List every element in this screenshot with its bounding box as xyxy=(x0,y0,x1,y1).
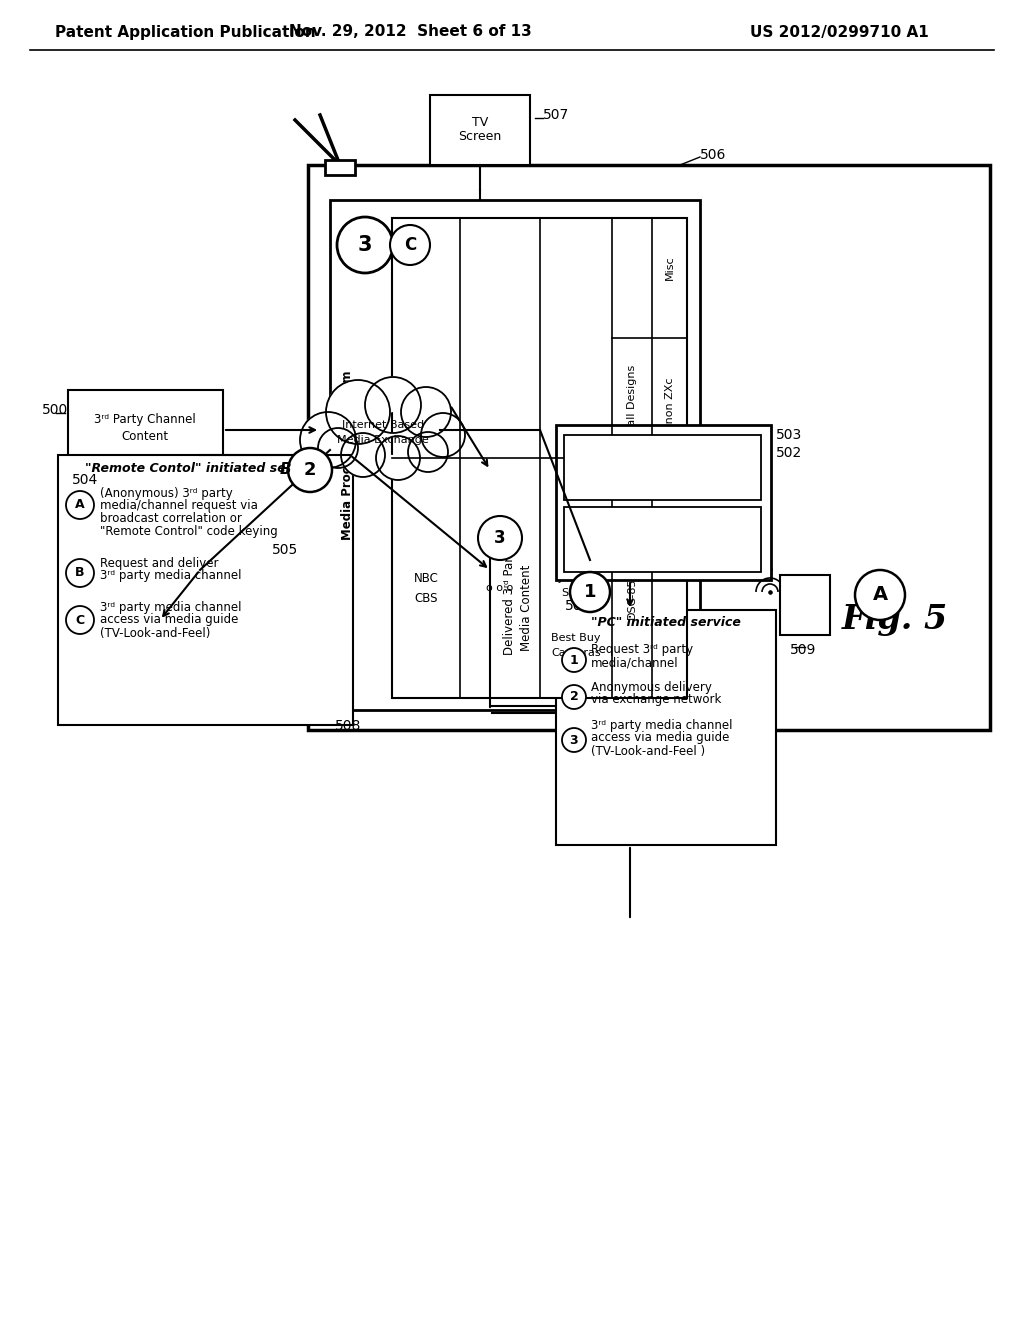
Text: 501: 501 xyxy=(565,599,592,612)
Text: (TV-Look-and-Feel ): (TV-Look-and-Feel ) xyxy=(591,744,706,758)
Text: 500: 500 xyxy=(42,403,69,417)
Text: Media Guide: Media Guide xyxy=(629,457,698,467)
Circle shape xyxy=(478,516,522,560)
Text: Remote: Remote xyxy=(729,564,775,577)
Text: A: A xyxy=(75,499,85,511)
Polygon shape xyxy=(300,378,465,480)
Text: Media Content: Media Content xyxy=(519,565,532,651)
Circle shape xyxy=(337,216,393,273)
Text: 3ʳᵈ party media channel: 3ʳᵈ party media channel xyxy=(591,718,732,731)
FancyBboxPatch shape xyxy=(556,425,771,579)
FancyBboxPatch shape xyxy=(564,507,761,572)
FancyBboxPatch shape xyxy=(564,436,761,500)
Circle shape xyxy=(855,570,905,620)
Text: Canon ZXc: Canon ZXc xyxy=(665,378,675,438)
FancyBboxPatch shape xyxy=(780,576,830,635)
Text: 507: 507 xyxy=(543,108,569,121)
FancyBboxPatch shape xyxy=(68,389,223,470)
Text: J Crew: J Crew xyxy=(558,573,594,583)
Text: Sales: Sales xyxy=(561,587,591,598)
Text: 502: 502 xyxy=(776,446,802,459)
FancyBboxPatch shape xyxy=(58,455,353,725)
FancyBboxPatch shape xyxy=(392,218,687,698)
Text: 1: 1 xyxy=(569,653,579,667)
Text: 3: 3 xyxy=(357,235,373,255)
Text: CBS: CBS xyxy=(415,591,437,605)
Text: Patent Application Publication: Patent Application Publication xyxy=(55,25,315,40)
Text: 509: 509 xyxy=(790,643,816,657)
Text: Media Processing System: Media Processing System xyxy=(341,370,354,540)
Text: Internet Based: Internet Based xyxy=(342,420,424,430)
Text: Best Buy: Best Buy xyxy=(551,634,601,643)
Text: "Remote Contol" initiated service:: "Remote Contol" initiated service: xyxy=(85,462,326,474)
Circle shape xyxy=(570,572,610,612)
Text: Request 3ʳᵈ party: Request 3ʳᵈ party xyxy=(591,644,693,656)
Text: Delivered 3ʳᵈ Party: Delivered 3ʳᵈ Party xyxy=(504,545,516,655)
Text: media/channel: media/channel xyxy=(591,656,679,669)
FancyBboxPatch shape xyxy=(556,610,776,845)
Text: 3: 3 xyxy=(495,529,506,546)
FancyBboxPatch shape xyxy=(330,201,700,710)
Circle shape xyxy=(66,606,94,634)
Text: Fall Designs: Fall Designs xyxy=(627,364,637,432)
Text: 506: 506 xyxy=(700,148,726,162)
Text: Fig. 5: Fig. 5 xyxy=(842,603,948,636)
Text: A: A xyxy=(872,586,888,605)
Text: o o o: o o o xyxy=(486,583,514,593)
Text: Nov. 29, 2012  Sheet 6 of 13: Nov. 29, 2012 Sheet 6 of 13 xyxy=(289,25,531,40)
Text: Screen: Screen xyxy=(459,131,502,144)
Text: B: B xyxy=(75,566,85,579)
Text: 3: 3 xyxy=(569,734,579,747)
Text: 503: 503 xyxy=(776,428,802,442)
Text: Cameras: Cameras xyxy=(551,648,601,657)
Text: "PC" initiated service: "PC" initiated service xyxy=(591,616,741,630)
Circle shape xyxy=(562,685,586,709)
Text: Misc: Misc xyxy=(665,256,675,280)
Circle shape xyxy=(66,558,94,587)
Text: 504: 504 xyxy=(72,473,98,487)
FancyBboxPatch shape xyxy=(325,160,355,176)
Text: media/channel request via: media/channel request via xyxy=(100,499,258,512)
FancyBboxPatch shape xyxy=(430,95,530,165)
Text: B: B xyxy=(280,462,291,478)
Text: access via media guide: access via media guide xyxy=(100,614,239,627)
Text: 3ʳᵈ Party Channel: 3ʳᵈ Party Channel xyxy=(94,413,196,426)
Circle shape xyxy=(288,447,332,492)
Text: US 2012/0299710 A1: US 2012/0299710 A1 xyxy=(750,25,929,40)
Text: 3ʳᵈ party media channel: 3ʳᵈ party media channel xyxy=(100,569,242,582)
Circle shape xyxy=(562,729,586,752)
Text: Anonymous delivery: Anonymous delivery xyxy=(591,681,712,693)
Text: Request and deliver: Request and deliver xyxy=(100,557,218,569)
Text: access via media guide: access via media guide xyxy=(591,731,729,744)
Text: NBC: NBC xyxy=(414,572,438,585)
Text: User Interface: User Interface xyxy=(624,471,703,480)
Circle shape xyxy=(390,224,430,265)
Text: 505: 505 xyxy=(271,543,298,557)
Text: 2: 2 xyxy=(569,690,579,704)
Text: via exchange network: via exchange network xyxy=(591,693,721,706)
Circle shape xyxy=(562,648,586,672)
Circle shape xyxy=(66,491,94,519)
FancyBboxPatch shape xyxy=(308,165,990,730)
Text: (TV-Look-and-Feel): (TV-Look-and-Feel) xyxy=(100,627,210,639)
Text: Content: Content xyxy=(122,430,169,444)
Text: 508: 508 xyxy=(335,719,361,733)
Text: Media Exchange: Media Exchange xyxy=(617,531,710,541)
Text: C: C xyxy=(403,236,416,253)
Text: S/W: S/W xyxy=(652,545,675,554)
Text: 1: 1 xyxy=(584,583,596,601)
Text: 3ʳᵈ party media channel: 3ʳᵈ party media channel xyxy=(100,601,242,614)
Text: TV: TV xyxy=(472,116,488,128)
Text: 2: 2 xyxy=(304,461,316,479)
Text: (Anonymous) 3ʳᵈ party: (Anonymous) 3ʳᵈ party xyxy=(100,487,232,499)
Text: DSC-85: DSC-85 xyxy=(627,577,637,619)
Text: C: C xyxy=(76,614,85,627)
Text: broadcast correlation or: broadcast correlation or xyxy=(100,512,242,525)
Text: "Remote Control" code keying: "Remote Control" code keying xyxy=(100,525,278,539)
Text: Media Exchange: Media Exchange xyxy=(337,436,429,445)
